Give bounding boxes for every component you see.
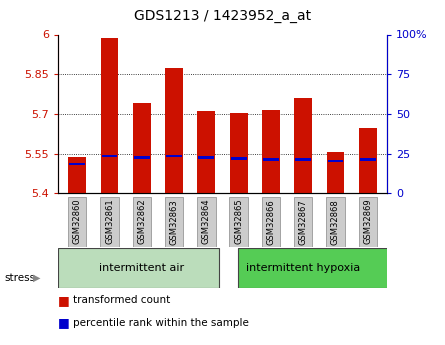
Bar (165, 197, 183, 247)
Bar (133, 197, 151, 247)
Bar (262, 197, 280, 247)
Bar (69, 158, 86, 193)
Bar (230, 197, 248, 247)
Bar (166, 155, 182, 158)
Bar (198, 156, 214, 159)
Text: GSM32869: GSM32869 (363, 199, 372, 245)
Text: percentile rank within the sample: percentile rank within the sample (73, 318, 249, 327)
Bar (360, 158, 376, 161)
Bar (165, 68, 183, 193)
Bar (101, 155, 117, 158)
Text: GDS1213 / 1423952_a_at: GDS1213 / 1423952_a_at (134, 9, 311, 23)
Text: intermittent hypoxia: intermittent hypoxia (246, 263, 360, 273)
Bar (100, 197, 119, 247)
Text: GSM32863: GSM32863 (170, 199, 178, 245)
Bar (230, 112, 247, 193)
Bar (133, 103, 151, 193)
Bar (327, 152, 344, 193)
Bar (262, 110, 280, 193)
Text: ■: ■ (58, 316, 69, 329)
Bar (134, 156, 150, 159)
Bar (359, 128, 376, 193)
Bar (198, 111, 215, 193)
Bar (101, 38, 118, 193)
Text: GSM32865: GSM32865 (234, 199, 243, 245)
Bar (69, 163, 85, 166)
Text: stress: stress (4, 273, 36, 283)
Text: ▶: ▶ (33, 273, 41, 283)
Text: GSM32861: GSM32861 (105, 199, 114, 245)
Text: ■: ■ (58, 294, 69, 307)
Bar (294, 197, 312, 247)
Bar (58, 248, 218, 288)
Bar (197, 197, 215, 247)
Text: GSM32862: GSM32862 (138, 199, 146, 245)
Bar (231, 158, 247, 160)
Text: GSM32868: GSM32868 (331, 199, 340, 245)
Bar (359, 197, 377, 247)
Text: transformed count: transformed count (73, 295, 171, 305)
Text: GSM32864: GSM32864 (202, 199, 211, 245)
Bar (294, 98, 312, 193)
Bar (68, 197, 86, 247)
Bar (238, 248, 407, 288)
Text: GSM32860: GSM32860 (73, 199, 82, 245)
Text: intermittent air: intermittent air (99, 263, 184, 273)
Bar (295, 158, 311, 161)
Bar (326, 197, 345, 247)
Bar (328, 160, 344, 162)
Text: GSM32867: GSM32867 (299, 199, 307, 245)
Text: GSM32866: GSM32866 (267, 199, 275, 245)
Bar (263, 158, 279, 161)
